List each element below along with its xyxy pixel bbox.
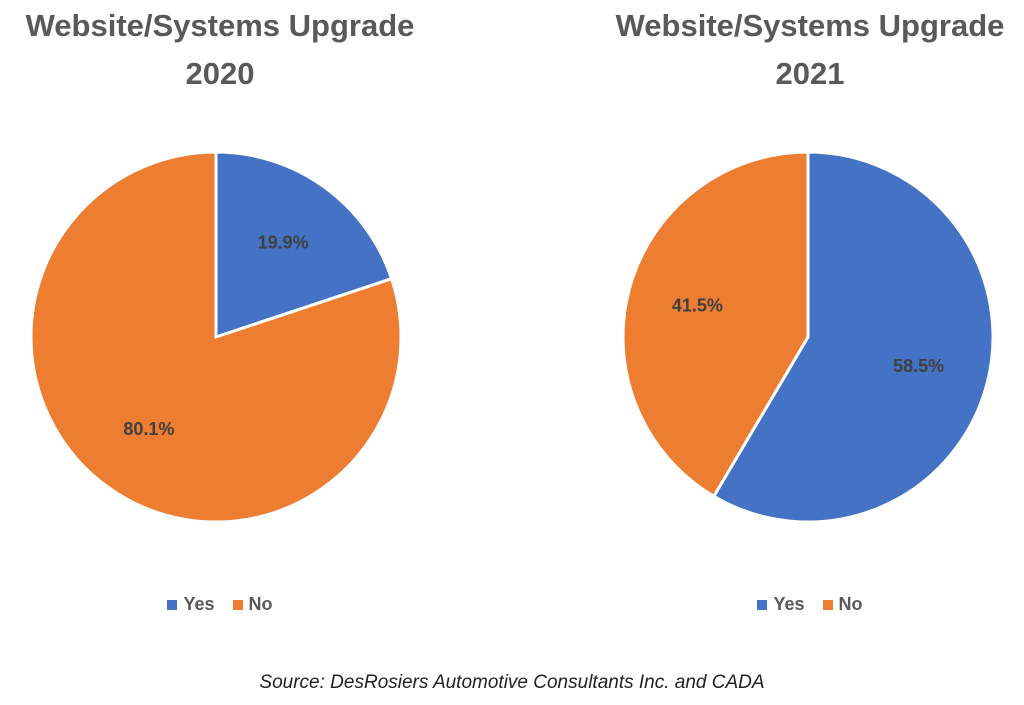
source-note: Source: DesRosiers Automotive Consultant… bbox=[259, 672, 765, 693]
pie-chart-2020: Website/Systems Upgrade 2020 19.9% 80.1% … bbox=[0, 0, 440, 640]
legend-label-no: No bbox=[838, 594, 863, 614]
slice-label-yes: 58.5% bbox=[893, 356, 944, 376]
legend-item-yes: Yes bbox=[757, 594, 805, 615]
pie-slice-yes bbox=[214, 150, 394, 340]
pie-svg: 58.5% 41.5% bbox=[621, 150, 995, 524]
legend: Yes No bbox=[590, 594, 1024, 615]
chart-title: Website/Systems Upgrade 2021 bbox=[590, 2, 1024, 98]
legend-swatch-no bbox=[822, 599, 833, 610]
pie-slice-no bbox=[621, 150, 810, 499]
chart-title-line1: Website/Systems Upgrade bbox=[615, 8, 1005, 43]
legend: Yes No bbox=[0, 594, 440, 615]
legend-label-yes: Yes bbox=[773, 594, 805, 614]
pie-chart-2021: Website/Systems Upgrade 2021 58.5% 41.5% … bbox=[590, 0, 1024, 640]
legend-item-no: No bbox=[232, 594, 273, 615]
chart-title-line1: Website/Systems Upgrade bbox=[25, 8, 415, 43]
legend-item-yes: Yes bbox=[167, 594, 215, 615]
slice-label-no: 41.5% bbox=[672, 295, 723, 315]
chart-title-line2: 2021 bbox=[775, 56, 845, 91]
pie-slice-no bbox=[29, 150, 403, 524]
pie-slice-yes bbox=[711, 150, 995, 524]
pie-svg: 19.9% 80.1% bbox=[29, 150, 403, 524]
legend-swatch-yes bbox=[757, 599, 768, 610]
slice-label-no: 80.1% bbox=[123, 419, 174, 439]
legend-swatch-no bbox=[232, 599, 243, 610]
slice-label-yes: 19.9% bbox=[258, 233, 309, 253]
chart-title-line2: 2020 bbox=[185, 56, 255, 91]
legend-item-no: No bbox=[822, 594, 863, 615]
legend-swatch-yes bbox=[167, 599, 178, 610]
legend-label-yes: Yes bbox=[183, 594, 215, 614]
legend-label-no: No bbox=[248, 594, 273, 614]
chart-title: Website/Systems Upgrade 2020 bbox=[0, 2, 440, 98]
